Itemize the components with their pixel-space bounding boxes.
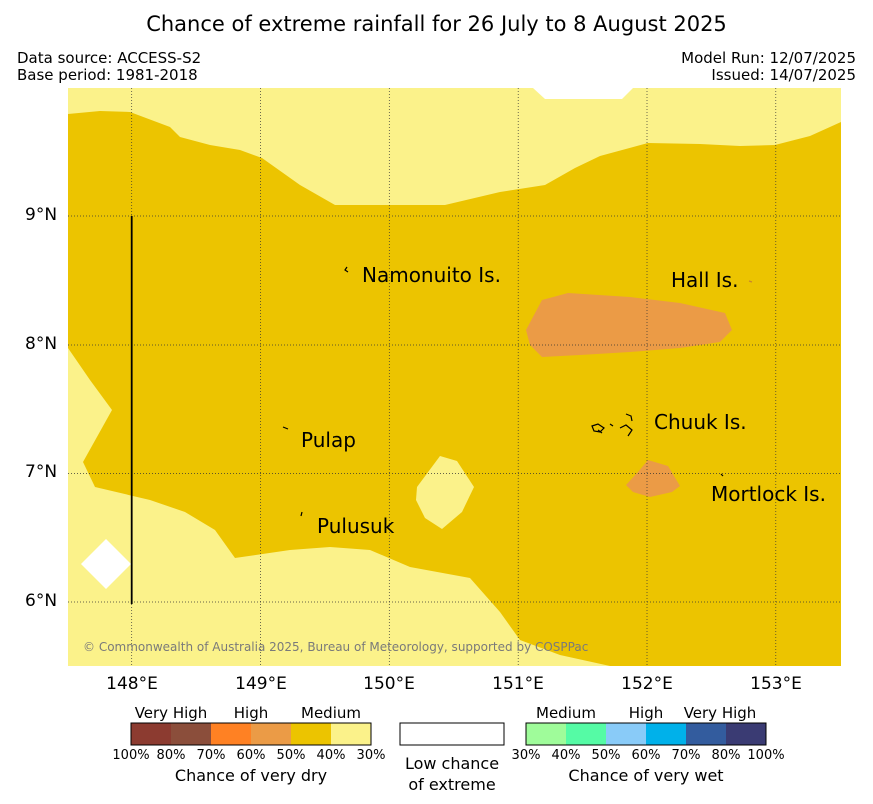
legend-wet-tick: 100% <box>747 748 785 763</box>
meta-right: Model Run: 12/07/2025 Issued: 14/07/2025 <box>681 50 856 84</box>
region-dry-high-50-60-south <box>626 460 680 497</box>
legend-wet-swatch-6 <box>726 723 766 745</box>
region-dry-medium-30-40-patch <box>416 456 474 529</box>
place-label-chuuk: Chuuk Is. <box>654 410 747 434</box>
lon-label-151: 151°E <box>492 674 544 694</box>
legend-low-caption-line2: of extreme <box>408 775 496 794</box>
model-run: Model Run: 12/07/2025 <box>681 49 856 67</box>
legend-wet-tick: 70% <box>671 748 701 763</box>
island-mortlock <box>720 473 724 477</box>
lon-label-149: 149°E <box>235 674 287 694</box>
legend-wet-caption: Chance of very wet <box>568 766 724 785</box>
legend-dry-high: High <box>233 704 269 722</box>
legend-dry-swatch-4 <box>251 723 291 745</box>
base-period: Base period: 1981-2018 <box>17 66 198 84</box>
place-label-pulusuk: Pulusuk <box>317 514 395 538</box>
lon-label-153: 153°E <box>750 674 802 694</box>
legend-wet-tick: 30% <box>511 748 541 763</box>
legend-dry-tick: 50% <box>276 748 306 763</box>
legend-dry-tick: 40% <box>316 748 346 763</box>
region-dry-high-50-60-north <box>526 293 732 357</box>
legend-dry-swatch-3 <box>211 723 251 745</box>
legend-wet-high: High <box>628 704 664 722</box>
legend-wet-tick: 60% <box>631 748 661 763</box>
legend-wet-swatch-1 <box>526 723 566 745</box>
legend-dry-swatch-1 <box>131 723 171 745</box>
lat-label-8: 8°N <box>25 334 58 354</box>
lon-label-152: 152°E <box>621 674 673 694</box>
legend-dry-tick: 70% <box>196 748 226 763</box>
region-low-chance-west <box>81 539 131 589</box>
island-hall <box>748 280 753 283</box>
data-source: Data source: ACCESS-S2 <box>17 49 202 67</box>
island-pulap <box>282 426 289 430</box>
lon-label-148: 148°E <box>106 674 158 694</box>
legend-wet-tick: 40% <box>551 748 581 763</box>
place-label-hall: Hall Is. <box>671 268 739 292</box>
legend-wet-swatch-4 <box>646 723 686 745</box>
chart-title: Chance of extreme rainfall for 26 July t… <box>146 12 727 36</box>
legend-dry-very-high: Very High <box>134 704 208 722</box>
island-chuuk <box>591 413 633 437</box>
place-label-namonuito: Namonuito Is. <box>362 263 501 287</box>
place-label-mortlock: Mortlock Is. <box>711 482 826 506</box>
legend-low-caption: Low chance of extreme <box>405 753 499 795</box>
legend-wet-medium: Medium <box>536 704 596 722</box>
legend-dry-swatch-6 <box>331 723 371 745</box>
legend-dry-tick: 30% <box>356 748 386 763</box>
lat-label-9: 9°N <box>25 205 58 225</box>
map-area <box>68 88 841 666</box>
legend-dry-swatch-2 <box>171 723 211 745</box>
legend-dry-caption: Chance of very dry <box>174 766 328 785</box>
legend-low-swatch <box>399 722 505 746</box>
legend-dry-tick: 60% <box>236 748 266 763</box>
legend-low-caption-line1: Low chance <box>404 754 500 773</box>
place-label-pulap: Pulap <box>301 428 356 452</box>
legend-wet-swatch-5 <box>686 723 726 745</box>
legend-dry-tick: 100% <box>112 748 150 763</box>
legend-dry-medium: Medium <box>301 704 361 722</box>
island-outlines <box>282 266 753 517</box>
lon-label-150: 150°E <box>363 674 415 694</box>
island-pulusuk <box>300 511 303 517</box>
region-dry-medium-40-50 <box>68 111 841 666</box>
legend-wet-tick: 50% <box>591 748 621 763</box>
legend-wet-bar <box>525 722 767 746</box>
island-namonuito <box>344 266 349 273</box>
issued-date: Issued: 14/07/2025 <box>711 66 856 84</box>
copyright-notice: © Commonwealth of Australia 2025, Bureau… <box>83 640 589 654</box>
legend-dry-bar <box>130 722 372 746</box>
legend-wet-swatch-2 <box>566 723 606 745</box>
meta-left: Data source: ACCESS-S2 Base period: 1981… <box>17 50 201 84</box>
legend-wet-swatch-3 <box>606 723 646 745</box>
region-low-chance-north <box>533 88 633 99</box>
lat-label-6: 6°N <box>25 591 58 611</box>
legend-wet-tick: 80% <box>711 748 741 763</box>
legend-dry-swatch-5 <box>291 723 331 745</box>
legend-wet-very-high: Very High <box>683 704 757 722</box>
legend-dry-tick: 80% <box>156 748 186 763</box>
lat-label-7: 7°N <box>25 462 58 482</box>
